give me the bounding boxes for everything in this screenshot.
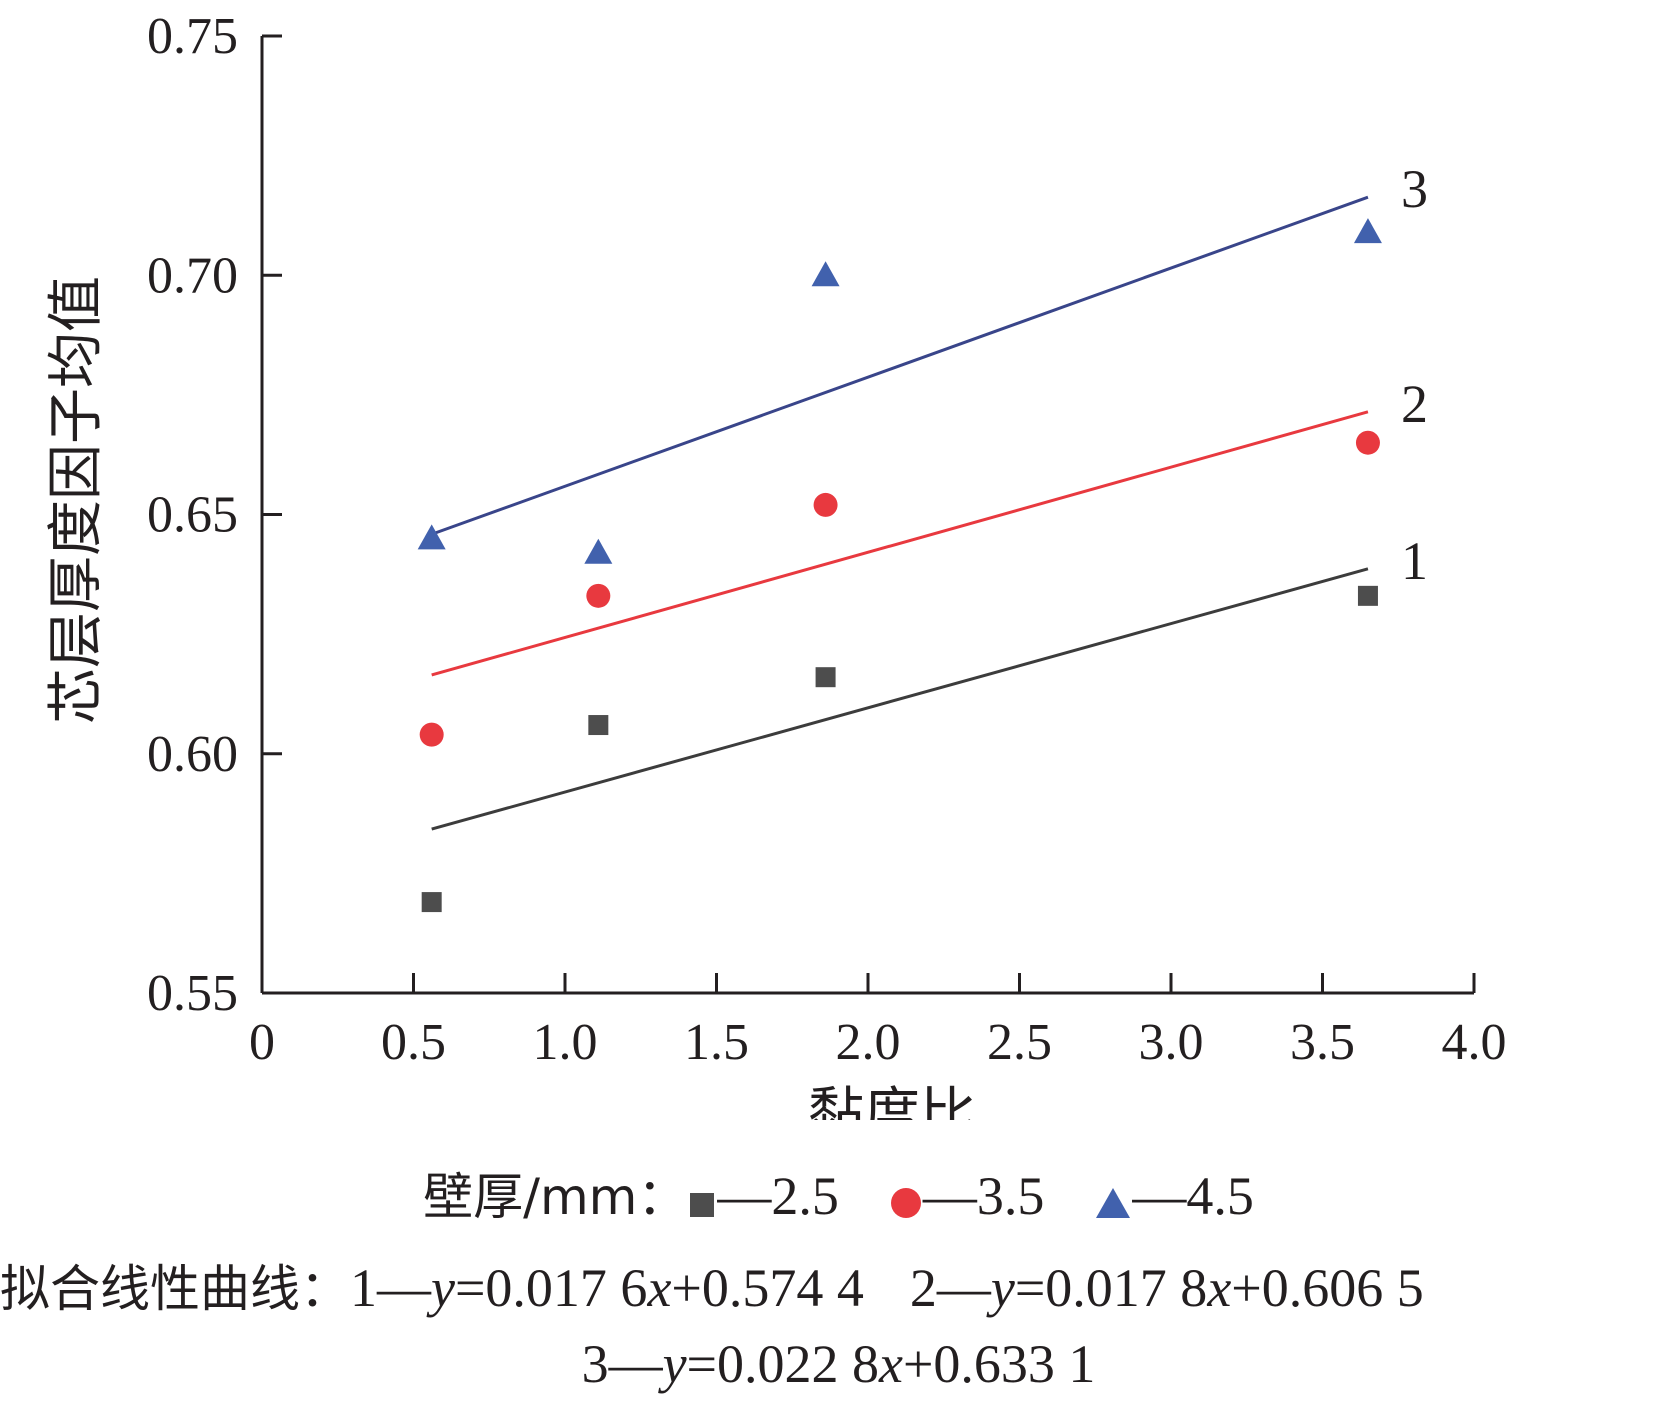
fit-line-label-1: 1	[1401, 531, 1428, 591]
legend-label: —3.5	[922, 1166, 1045, 1226]
x-tick-label: 3.0	[1139, 1014, 1204, 1071]
data-point-circle	[1355, 430, 1380, 455]
fit-line-label-3: 3	[1401, 159, 1428, 219]
legend-item-3-5: —3.5	[889, 1166, 1045, 1232]
legend-label: —2.5	[717, 1166, 839, 1226]
data-point-triangle	[584, 538, 613, 564]
fit-equation-3: 3—y=0.022 8x+0.633 1	[581, 1334, 1096, 1394]
circle-marker-icon	[889, 1172, 923, 1232]
legend-title: 壁厚/mm：	[423, 1168, 688, 1226]
legend-label: —4.5	[1132, 1166, 1254, 1226]
fit-line-label-2: 2	[1401, 374, 1428, 434]
x-tick-label: 0.5	[381, 1014, 446, 1071]
data-point-square	[1357, 585, 1378, 606]
x-tick-label: 0	[249, 1014, 275, 1071]
tick-labels: 0.55 0.60 0.65 0.70 0.75 0 0.5 1.0 1.5 2.0 2.5 3.0 3…	[147, 8, 1507, 1071]
legend: 壁厚/mm： —2.5 —3.5 —4.5	[0, 1166, 1677, 1232]
chart: 1 2 3 0.55 0.60 0.65 0.70 0.75 0 0.5 1.0 1.5 2.0 2.5…	[44, 8, 1507, 1120]
legend-item-4-5: —4.5	[1094, 1166, 1254, 1232]
fit-line-2	[431, 410, 1369, 677]
fit-line-1	[431, 567, 1369, 831]
y-tick-label: 0.70	[147, 247, 238, 304]
y-tick-label: 0.55	[147, 965, 238, 1022]
fit-line-3	[431, 195, 1369, 536]
data-point-triangle	[811, 261, 840, 287]
fit-caption-line-2: 3—y=0.022 8x+0.633 1	[0, 1334, 1677, 1394]
data-points	[417, 218, 1382, 913]
square-marker-icon	[687, 1172, 717, 1232]
fit-equation-2: 2—y=0.017 8x+0.606 5	[909, 1258, 1424, 1318]
y-tick-label: 0.65	[147, 487, 238, 544]
data-point-circle	[586, 583, 611, 608]
triangle-marker-icon	[1094, 1172, 1132, 1232]
legend-item-2-5: —2.5	[687, 1166, 839, 1232]
data-point-triangle	[417, 524, 446, 550]
x-axis-title: 黏度比	[808, 1082, 976, 1120]
data-point-square	[421, 892, 442, 913]
x-tick-label: 2.5	[987, 1014, 1052, 1071]
x-tick-label: 4.0	[1442, 1014, 1507, 1071]
axes	[260, 34, 1476, 995]
data-point-circle	[813, 492, 838, 517]
y-axis-title: 芯层厚度因子均值	[44, 276, 109, 724]
fit-caption-title: 拟合线性曲线：	[0, 1260, 350, 1318]
data-point-circle	[419, 722, 444, 747]
x-tick-label: 1.5	[684, 1014, 749, 1071]
x-tick-label: 2.0	[836, 1014, 901, 1071]
fit-caption: 拟合线性曲线：1—y=0.017 6x+0.574 4 2—y=0.017 8x+…	[0, 1258, 1677, 1319]
fit-equation-1: 1—y=0.017 6x+0.574 4	[350, 1258, 864, 1318]
data-point-triangle	[1353, 218, 1382, 244]
fit-lines: 1 2 3	[431, 159, 1428, 831]
data-point-square	[815, 667, 836, 688]
x-tick-label: 1.0	[533, 1014, 598, 1071]
data-point-square	[588, 715, 609, 736]
x-tick-label: 3.5	[1290, 1014, 1355, 1071]
y-tick-label: 0.60	[147, 726, 238, 783]
y-tick-label: 0.75	[147, 8, 238, 65]
